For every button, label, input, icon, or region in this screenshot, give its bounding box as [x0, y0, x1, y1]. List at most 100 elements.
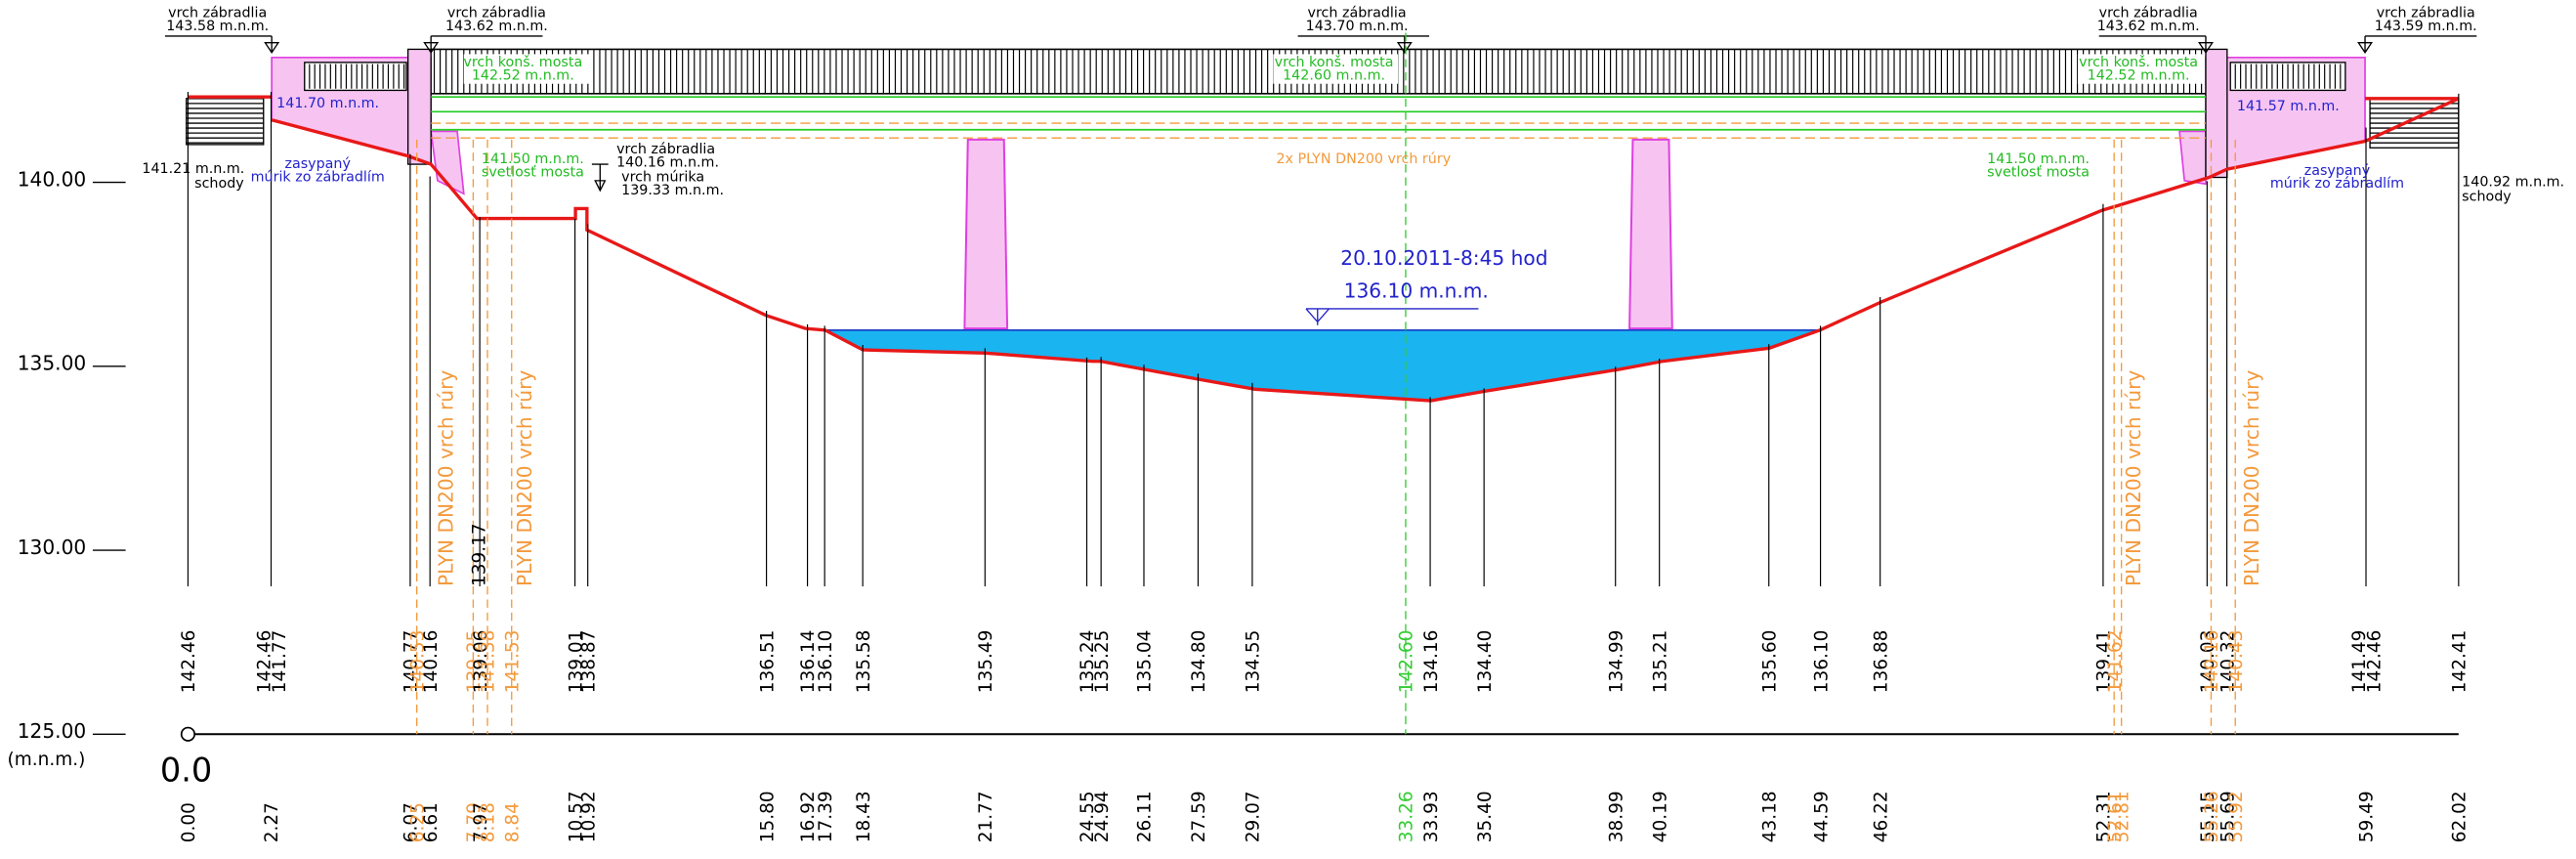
annotation: 143.62 m.n.m.: [2097, 19, 2200, 34]
annotation: PLYN DN200 vrch rúry: [2122, 370, 2145, 586]
station-label: 10.92: [578, 791, 599, 842]
annotation: múrik zo zábradlím: [2270, 176, 2404, 192]
left-railing-box: [304, 62, 407, 92]
railing-box-hatch: [309, 64, 2342, 89]
annotation: vrch konš. mosta: [1275, 55, 1394, 70]
station-label: 26.11: [1135, 791, 1156, 842]
annotation: vrch konš. mosta: [2079, 55, 2198, 70]
elevation-label: 136.10: [816, 630, 836, 694]
station-label: 7.97: [471, 802, 491, 842]
elevation-label: 135.21: [1650, 630, 1670, 694]
railing: [433, 49, 2203, 94]
left-bearing-wall: [406, 48, 432, 165]
station-label: 33.26: [1397, 791, 1417, 842]
annotation: 140.16 m.n.m.: [616, 154, 719, 170]
elevation-label: 139.06: [471, 630, 491, 694]
annotation: 142.52 m.n.m.: [2088, 67, 2190, 83]
label-box: [463, 54, 589, 84]
annotation: 143.70 m.n.m.: [1306, 19, 1409, 34]
station-label: 55.92: [2226, 791, 2247, 842]
station-label: 46.22: [1871, 791, 1891, 842]
left-wing: [430, 130, 465, 195]
station-label: 24.94: [1092, 791, 1113, 842]
annotation: 141.70 m.n.m.: [276, 96, 379, 111]
elevation-label: 136.10: [1811, 630, 1832, 694]
station-label: 29.07: [1244, 791, 1264, 842]
station-label: 52.61: [2105, 791, 2126, 842]
annotation: 141.57 m.n.m.: [2237, 99, 2340, 114]
elevation-label: 139.01: [566, 630, 586, 694]
elevation-label: 141.77: [270, 630, 290, 694]
elevation-label: 134.55: [1244, 630, 1264, 694]
label-box: [1273, 54, 1399, 84]
elevation-label: 134.16: [1421, 630, 1442, 694]
annotation: vrch konš. mosta: [463, 55, 582, 70]
elevation-label: 142.46: [179, 630, 199, 694]
elevation-label: 142.41: [2450, 630, 2470, 694]
station-label: 24.55: [1077, 791, 1098, 842]
origin-label: 0.0: [160, 751, 212, 789]
annotation: múrik zo zábradlím: [251, 170, 385, 186]
station-label: 2.27: [262, 802, 282, 842]
annotation: schody: [194, 176, 244, 192]
annotation: vrch zábradlia: [2377, 5, 2475, 21]
axis-label: 135.00: [18, 352, 87, 375]
station-label: 44.59: [1811, 791, 1832, 842]
elevation-label: 139.25: [464, 630, 485, 694]
elevation-label: 141.49: [2349, 630, 2370, 694]
stairs-right: [2369, 98, 2460, 149]
elevation-label: 140.43: [2226, 630, 2247, 694]
station-label: 55.69: [2217, 791, 2238, 842]
annotation: 142.60 m.n.m.: [1283, 67, 1385, 83]
annotation: 143.58 m.n.m.: [166, 19, 269, 34]
annotation: svetlosť mosta: [1987, 164, 2090, 180]
level-markers: [164, 35, 2477, 325]
station-label: 55.26: [2202, 791, 2222, 842]
annotation: PLYN DN200 vrch rúry: [513, 370, 536, 586]
elevation-label: 140.16: [2202, 630, 2222, 694]
elevation-label: 134.40: [1475, 630, 1496, 694]
elevation-label: 142.46: [2364, 630, 2385, 694]
station-label: 59.49: [2357, 791, 2378, 842]
elevation-label: 135.04: [1135, 630, 1156, 694]
elevation-label: 135.58: [854, 630, 874, 694]
annotation: 141.50 m.n.m.: [482, 151, 584, 167]
annotation: 140.92 m.n.m.: [2462, 175, 2564, 191]
station-label: 6.07: [401, 802, 422, 842]
station-label: 6.25: [407, 802, 428, 842]
axis-unit: (m.n.m.): [8, 750, 86, 770]
annotation: 139.33 m.n.m.: [621, 183, 724, 198]
annotation: 20.10.2011-8:45 hod: [1340, 246, 1547, 270]
stations: 0.00142.462.27142.46141.776.07140.776.25…: [179, 32, 2470, 842]
annotation: zasypaný: [2304, 163, 2371, 179]
annotation: 2x PLYN DN200 vrch rúry: [1276, 151, 1451, 167]
station-label: 10.57: [566, 791, 586, 842]
station-label: 38.99: [1606, 791, 1626, 842]
deck: [431, 48, 2207, 139]
annotation: vrch zábradlia: [1308, 5, 1407, 21]
elevation-label: 140.03: [2198, 630, 2218, 694]
elevation-label: 135.60: [1759, 630, 1780, 694]
annotation: 136.10 m.n.m.: [1344, 279, 1489, 303]
station-label: 40.19: [1650, 791, 1670, 842]
annotation: PLYN DN200 vrch rúry: [434, 370, 457, 586]
station-label: 0.00: [179, 802, 199, 842]
elevation-label: 140.32: [2217, 630, 2238, 694]
stairs-left: [186, 98, 265, 146]
elevation-label: 134.99: [1606, 630, 1626, 694]
right-bearing-wall: [2205, 48, 2228, 179]
elevation-label: 141.38: [479, 630, 499, 694]
elevation-label: 140.53: [407, 630, 428, 694]
station-label: 21.77: [976, 791, 996, 842]
annotation: svetlosť mosta: [482, 164, 584, 180]
station-label: 15.80: [757, 791, 778, 842]
annotation: 142.52 m.n.m.: [472, 67, 574, 83]
annotation: PLYN DN200 vrch rúry: [2240, 370, 2263, 586]
station-label: 55.15: [2198, 791, 2218, 842]
station-label: 52.31: [2094, 791, 2115, 842]
elevation-label: 142.60: [1397, 630, 1417, 694]
elevation-label: 136.14: [798, 630, 819, 694]
terrain: [271, 97, 2460, 403]
station-label: 62.02: [2450, 791, 2470, 842]
